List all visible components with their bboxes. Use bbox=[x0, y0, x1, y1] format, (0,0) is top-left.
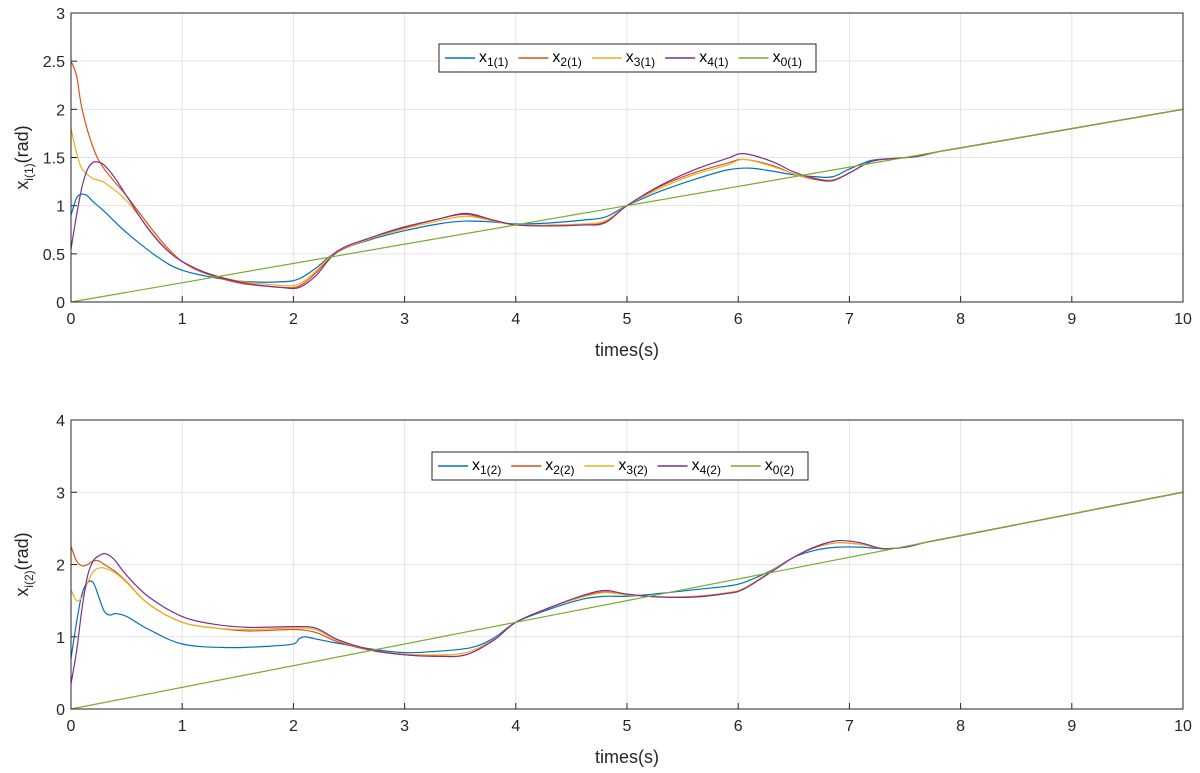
axes-frame bbox=[70, 419, 1184, 710]
legend-entry: x2(1) bbox=[552, 49, 581, 69]
series-line-x4-1- bbox=[70, 108, 1184, 290]
x-tick-label: 0 bbox=[67, 311, 76, 328]
legend-entry: x1(2) bbox=[472, 457, 501, 477]
y-tick-label: 0 bbox=[56, 702, 65, 719]
series-line-x0-2- bbox=[70, 491, 1184, 710]
x-tick-label: 5 bbox=[623, 311, 632, 328]
y-tick-label: 2 bbox=[56, 558, 65, 575]
x-tick-label: 10 bbox=[1174, 718, 1192, 735]
y-tick-label: 4 bbox=[56, 413, 65, 430]
x-tick-label: 1 bbox=[178, 718, 187, 735]
y-tick-label: 3 bbox=[56, 485, 65, 502]
x-axis-label: times(s) bbox=[595, 747, 659, 767]
legend-entry: x3(1) bbox=[626, 49, 655, 69]
x-tick-label: 4 bbox=[511, 311, 520, 328]
y-tick-label: 0.5 bbox=[43, 247, 65, 264]
x-tick-label: 9 bbox=[1067, 311, 1076, 328]
legend-entry: x2(2) bbox=[545, 457, 574, 477]
x-tick-label: 6 bbox=[734, 718, 743, 735]
legend: x1(2) x2(2) x3(2) x4(2) x0(2) bbox=[431, 451, 809, 481]
x-axis-label: times(s) bbox=[595, 340, 659, 360]
x-tick-label: 10 bbox=[1174, 311, 1192, 328]
x-tick-label: 6 bbox=[734, 311, 743, 328]
y-tick-label: 1 bbox=[56, 630, 65, 647]
top-subplot: 0 1 2 3 4 5 6 7 8 9 10 0 0.5 1 1.5 2 2.5 3 times(s) xi(1)(r… bbox=[12, 6, 1192, 360]
legend-entry: x4(1) bbox=[699, 49, 728, 69]
x-tick-label: 2 bbox=[289, 311, 298, 328]
legend-entry: x0(1) bbox=[773, 49, 802, 69]
y-tick-label: 2 bbox=[56, 102, 65, 119]
y-tick-label: 1.5 bbox=[43, 151, 65, 168]
series-line-x0-1- bbox=[70, 108, 1184, 303]
x-tick-label: 7 bbox=[845, 311, 854, 328]
y-tick-label: 1 bbox=[56, 199, 65, 216]
x-tick-label: 8 bbox=[956, 718, 965, 735]
y-tick-label: 0 bbox=[56, 295, 65, 312]
x-tick-label: 0 bbox=[67, 718, 76, 735]
x-tick-label: 5 bbox=[623, 718, 632, 735]
y-axis-label: xi(1)(rad) bbox=[12, 125, 36, 189]
x-tick-label: 7 bbox=[845, 718, 854, 735]
y-axis-label: xi(2)(rad) bbox=[12, 532, 36, 596]
legend-entry: x4(2) bbox=[692, 457, 721, 477]
x-tick-label: 3 bbox=[400, 718, 409, 735]
x-tick-label: 3 bbox=[400, 311, 409, 328]
bottom-subplot: 0 1 2 3 4 5 6 7 8 9 10 0 1 2 3 4 times(s) xi(2)(rad) x1(2)… bbox=[12, 413, 1192, 767]
legend-entry: x0(2) bbox=[765, 457, 794, 477]
x-tick-label: 4 bbox=[511, 718, 520, 735]
legend-entry: x1(1) bbox=[479, 49, 508, 69]
axes-frame bbox=[70, 12, 1184, 303]
series-line-x4-2- bbox=[70, 491, 1184, 684]
x-tick-label: 8 bbox=[956, 311, 965, 328]
series-line-x1-2- bbox=[70, 491, 1184, 659]
legend: x1(1) x2(1) x3(1) x4(1) x0(1) bbox=[438, 43, 817, 73]
legend-entry: x3(2) bbox=[618, 457, 647, 477]
x-tick-label: 2 bbox=[289, 718, 298, 735]
x-tick-label: 1 bbox=[178, 311, 187, 328]
x-tick-label: 9 bbox=[1067, 718, 1076, 735]
y-tick-label: 2.5 bbox=[43, 54, 65, 71]
y-tick-label: 3 bbox=[56, 6, 65, 23]
